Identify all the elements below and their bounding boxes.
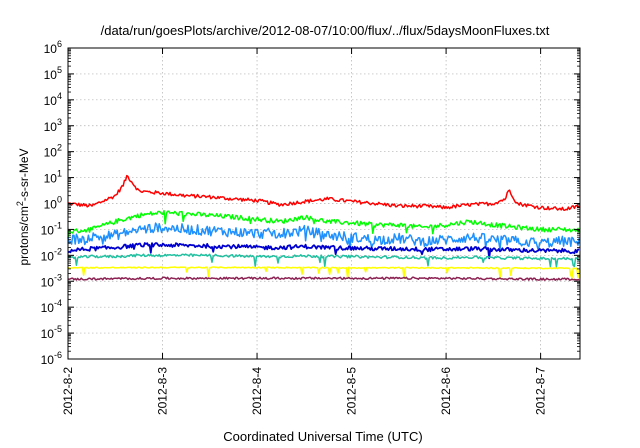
y-axis-label: protons/cm2-s-sr-MeV bbox=[15, 148, 31, 265]
y-axis-label-sup: 2 bbox=[15, 201, 25, 206]
grid bbox=[67, 47, 580, 360]
y-tick-label: 105 bbox=[44, 65, 62, 82]
series-line bbox=[67, 242, 580, 260]
series-line bbox=[67, 222, 580, 252]
x-tick-labels: 2012-8-2 2012-8-3 2012-8-4 2012-8-5 2012-8-6… bbox=[61, 367, 548, 415]
axes bbox=[67, 47, 581, 360]
y-axis-label-base: protons/cm bbox=[17, 206, 31, 265]
x-tick-label: 2012-8-4 bbox=[250, 367, 264, 415]
y-axis-label-rest: -s-sr-MeV bbox=[17, 148, 31, 201]
y-tick-label: 104 bbox=[44, 91, 62, 108]
series-line bbox=[67, 209, 580, 239]
x-tick-label: 2012-8-3 bbox=[156, 367, 170, 415]
series-line bbox=[68, 253, 580, 268]
y-tick-label: 106 bbox=[44, 39, 62, 56]
y-tick-label: 103 bbox=[44, 117, 62, 134]
y-tick-label: 10-5 bbox=[41, 324, 62, 341]
y-tick-labels: 10-6 10-5 10-4 10-3 10-2 10-1 100 101 102 103 104 1… bbox=[41, 39, 62, 367]
y-tick-label: 102 bbox=[44, 143, 62, 160]
y-tick-label: 10-2 bbox=[41, 246, 62, 263]
x-tick-label: 2012-8-5 bbox=[345, 367, 359, 415]
chart-title: /data/run/goesPlots/archive/2012-08-07/1… bbox=[101, 23, 550, 38]
x-tick-label: 2012-8-7 bbox=[534, 367, 548, 415]
series-group bbox=[67, 174, 580, 281]
y-tick-label: 10-4 bbox=[41, 298, 62, 315]
x-tick-label: 2012-8-6 bbox=[439, 367, 453, 415]
y-tick-label: 10-1 bbox=[41, 220, 62, 237]
x-tick-label: 2012-8-2 bbox=[61, 367, 75, 415]
plot-frame bbox=[67, 47, 581, 360]
series-line bbox=[67, 266, 580, 280]
y-tick-label: 10-3 bbox=[41, 272, 62, 289]
series-line bbox=[67, 174, 580, 211]
series-line bbox=[67, 276, 580, 281]
x-axis-label: Coordinated Universal Time (UTC) bbox=[223, 429, 422, 444]
y-tick-label: 10-6 bbox=[41, 350, 62, 367]
y-tick-label: 100 bbox=[44, 195, 62, 212]
y-tick-label: 101 bbox=[44, 169, 62, 186]
